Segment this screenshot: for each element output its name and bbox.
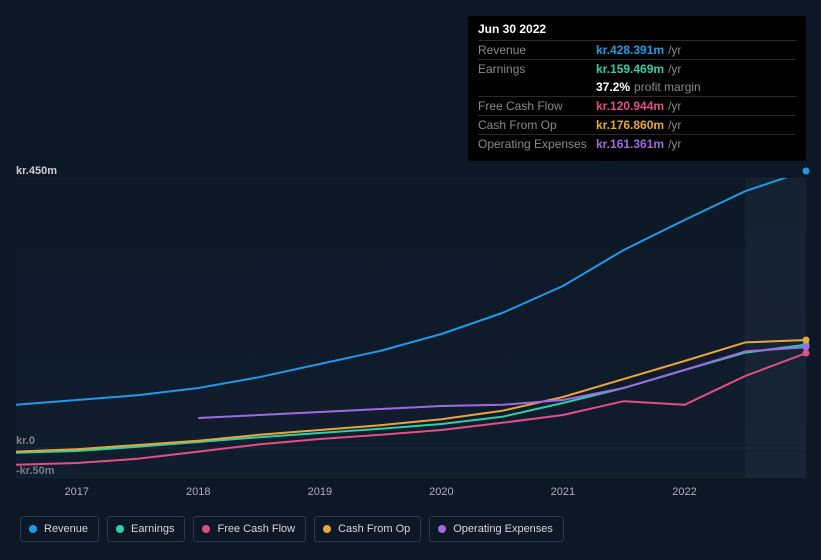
- x-tick-label: 2020: [429, 486, 453, 498]
- chart-legend: Revenue Earnings Free Cash Flow Cash From O…: [20, 516, 564, 542]
- financials-chart: kr.450mkr.0-kr.50m: [16, 160, 806, 480]
- tooltip-value: kr.161.361m: [596, 137, 664, 151]
- legend-item[interactable]: Operating Expenses: [429, 516, 564, 542]
- legend-item[interactable]: Free Cash Flow: [193, 516, 306, 542]
- tooltip-unit: profit margin: [634, 80, 701, 94]
- legend-label: Revenue: [44, 523, 88, 535]
- tooltip-row: Operating Expenseskr.161.361m/yr: [478, 134, 796, 153]
- tooltip-unit: /yr: [668, 137, 681, 151]
- series-endpoint: [803, 350, 810, 357]
- tooltip-unit: /yr: [668, 99, 681, 113]
- tooltip-rows: Revenuekr.428.391m/yrEarningskr.159.469m…: [478, 40, 796, 153]
- legend-item[interactable]: Revenue: [20, 516, 99, 542]
- tooltip-label: Revenue: [478, 43, 596, 57]
- tooltip-row: 37.2% profit margin: [478, 78, 796, 96]
- legend-dot-icon: [116, 525, 124, 533]
- series-line: [16, 178, 806, 405]
- tooltip-value: kr.428.391m: [596, 43, 664, 57]
- tooltip-row: Revenuekr.428.391m/yr: [478, 40, 796, 59]
- series-endpoint: [803, 344, 810, 351]
- tooltip-row: Cash From Opkr.176.860m/yr: [478, 115, 796, 134]
- series-line: [198, 347, 806, 418]
- x-tick-label: 2022: [672, 486, 696, 498]
- tooltip-unit: /yr: [668, 43, 681, 57]
- legend-dot-icon: [29, 525, 37, 533]
- chart-svg: [16, 178, 806, 478]
- legend-label: Free Cash Flow: [217, 523, 295, 535]
- x-tick-label: 2018: [186, 486, 210, 498]
- x-axis-labels: 2017 2018 2019 2020 2021 2022: [16, 486, 806, 502]
- x-tick-label: 2019: [308, 486, 332, 498]
- chart-plot-area[interactable]: [16, 178, 806, 478]
- legend-dot-icon: [323, 525, 331, 533]
- legend-dot-icon: [438, 525, 446, 533]
- y-tick-label: kr.450m: [16, 165, 57, 177]
- tooltip-row: Free Cash Flowkr.120.944m/yr: [478, 96, 796, 115]
- legend-item[interactable]: Cash From Op: [314, 516, 421, 542]
- tooltip-value: kr.176.860m: [596, 118, 664, 132]
- tooltip-value: kr.159.469m: [596, 62, 664, 76]
- series-endpoint: [803, 167, 810, 174]
- chart-tooltip: Jun 30 2022 Revenuekr.428.391m/yrEarning…: [468, 16, 806, 161]
- tooltip-unit: /yr: [668, 62, 681, 76]
- legend-label: Cash From Op: [338, 523, 410, 535]
- tooltip-value: 37.2%: [596, 80, 630, 94]
- tooltip-label: Cash From Op: [478, 118, 596, 132]
- legend-label: Earnings: [131, 523, 174, 535]
- series-endpoint: [803, 337, 810, 344]
- tooltip-unit: /yr: [668, 118, 681, 132]
- tooltip-label: Earnings: [478, 62, 596, 76]
- tooltip-label: Free Cash Flow: [478, 99, 596, 113]
- x-tick-label: 2017: [65, 486, 89, 498]
- legend-item[interactable]: Earnings: [107, 516, 185, 542]
- x-tick-label: 2021: [551, 486, 575, 498]
- tooltip-value: kr.120.944m: [596, 99, 664, 113]
- tooltip-date: Jun 30 2022: [478, 22, 796, 40]
- legend-label: Operating Expenses: [453, 523, 553, 535]
- legend-dot-icon: [202, 525, 210, 533]
- tooltip-label: Operating Expenses: [478, 137, 596, 151]
- tooltip-row: Earningskr.159.469m/yr: [478, 59, 796, 78]
